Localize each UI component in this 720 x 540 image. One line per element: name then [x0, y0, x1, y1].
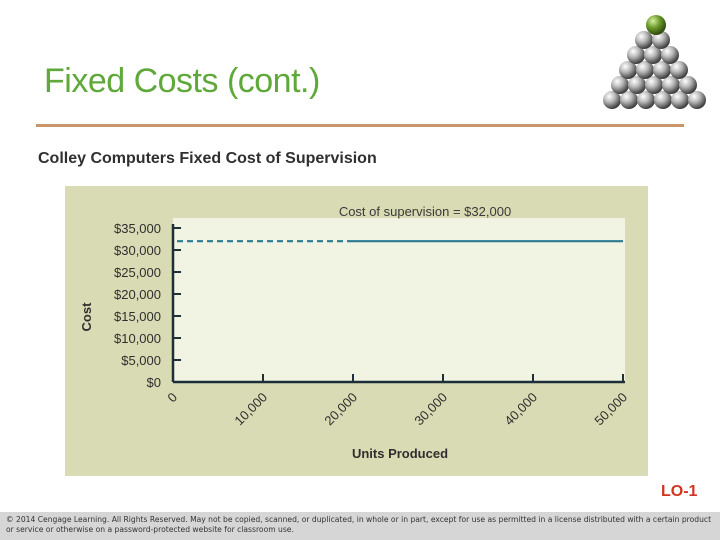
chart-panel: $0 $5,000 $10,000 $15,000 $20,000 $25,000 $30,… — [65, 186, 648, 476]
y-tick-label: $10,000 — [114, 331, 161, 346]
y-tick-label: $30,000 — [114, 243, 161, 258]
lo-badge: LO-1 — [661, 483, 698, 500]
sphere-pyramid-icon — [598, 12, 720, 118]
plot-area — [173, 218, 625, 382]
x-axis-label: Units Produced — [352, 446, 448, 461]
x-tick-label: 0 — [164, 390, 180, 406]
chart-title: Colley Computers Fixed Cost of Supervisi… — [38, 150, 377, 167]
y-axis-ticks: $0 $5,000 $10,000 $15,000 $20,000 $25,000 $30,… — [114, 221, 181, 390]
y-tick-label: $20,000 — [114, 287, 161, 302]
y-tick-label: $15,000 — [114, 309, 161, 324]
chart-svg: $0 $5,000 $10,000 $15,000 $20,000 $25,000 $30,… — [79, 204, 630, 461]
copyright-footer: © 2014 Cengage Learning. All Rights Rese… — [0, 512, 720, 540]
x-tick-label: 20,000 — [321, 390, 360, 429]
x-tick-label: 10,000 — [231, 390, 270, 429]
x-tick-label: 50,000 — [591, 390, 630, 429]
slide-title: Fixed Costs (cont.) — [44, 62, 320, 100]
y-tick-label: $5,000 — [121, 353, 161, 368]
y-axis-label: Cost — [79, 302, 94, 332]
y-tick-label: $0 — [147, 375, 161, 390]
annotation-label: Cost of supervision = $32,000 — [339, 204, 511, 219]
title-divider — [36, 124, 684, 127]
x-tick-label: 30,000 — [411, 390, 450, 429]
x-tick-label: 40,000 — [501, 390, 540, 429]
y-tick-label: $35,000 — [114, 221, 161, 236]
y-tick-label: $25,000 — [114, 265, 161, 280]
